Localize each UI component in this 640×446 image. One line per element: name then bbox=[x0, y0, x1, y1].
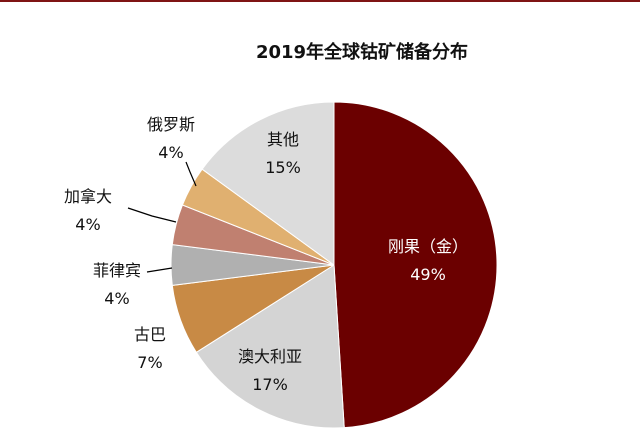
leader-lines bbox=[127, 161, 197, 273]
slice-value-1: 49% bbox=[410, 265, 446, 284]
slice-value-4: 4% bbox=[104, 289, 129, 308]
slice-value-2: 17% bbox=[252, 375, 288, 394]
pie-slices bbox=[170, 101, 498, 429]
slice-label-3: 古巴 bbox=[134, 325, 166, 344]
slice-value-3: 7% bbox=[137, 353, 162, 372]
pie-slice-2 bbox=[195, 264, 345, 429]
slice-label-1: 刚果（金） bbox=[388, 237, 468, 256]
leader-line-6 bbox=[185, 161, 197, 187]
slice-label-4: 菲律宾 bbox=[93, 261, 141, 280]
slice-label-6: 俄罗斯 bbox=[147, 115, 195, 134]
chart-title: 2019年全球钴矿储备分布 bbox=[256, 41, 468, 63]
leader-line-5 bbox=[127, 207, 177, 223]
leader-line-4 bbox=[146, 267, 173, 273]
slice-value-6: 4% bbox=[158, 143, 183, 162]
slice-labels: 刚果（金） 49% 澳大利亚 17% 古巴 7% 菲律宾 4% 加拿大 4% 俄罗斯 4% 其他 15% bbox=[64, 115, 468, 394]
slice-label-2: 澳大利亚 bbox=[238, 347, 302, 366]
slice-label-7: 其他 bbox=[267, 130, 299, 149]
pie-slice-1 bbox=[333, 101, 498, 429]
slice-value-7: 15% bbox=[265, 158, 301, 177]
header-rule bbox=[0, 0, 640, 2]
slice-value-5: 4% bbox=[75, 215, 100, 234]
slice-label-5: 加拿大 bbox=[64, 187, 112, 206]
pie-slice-7 bbox=[201, 101, 335, 266]
